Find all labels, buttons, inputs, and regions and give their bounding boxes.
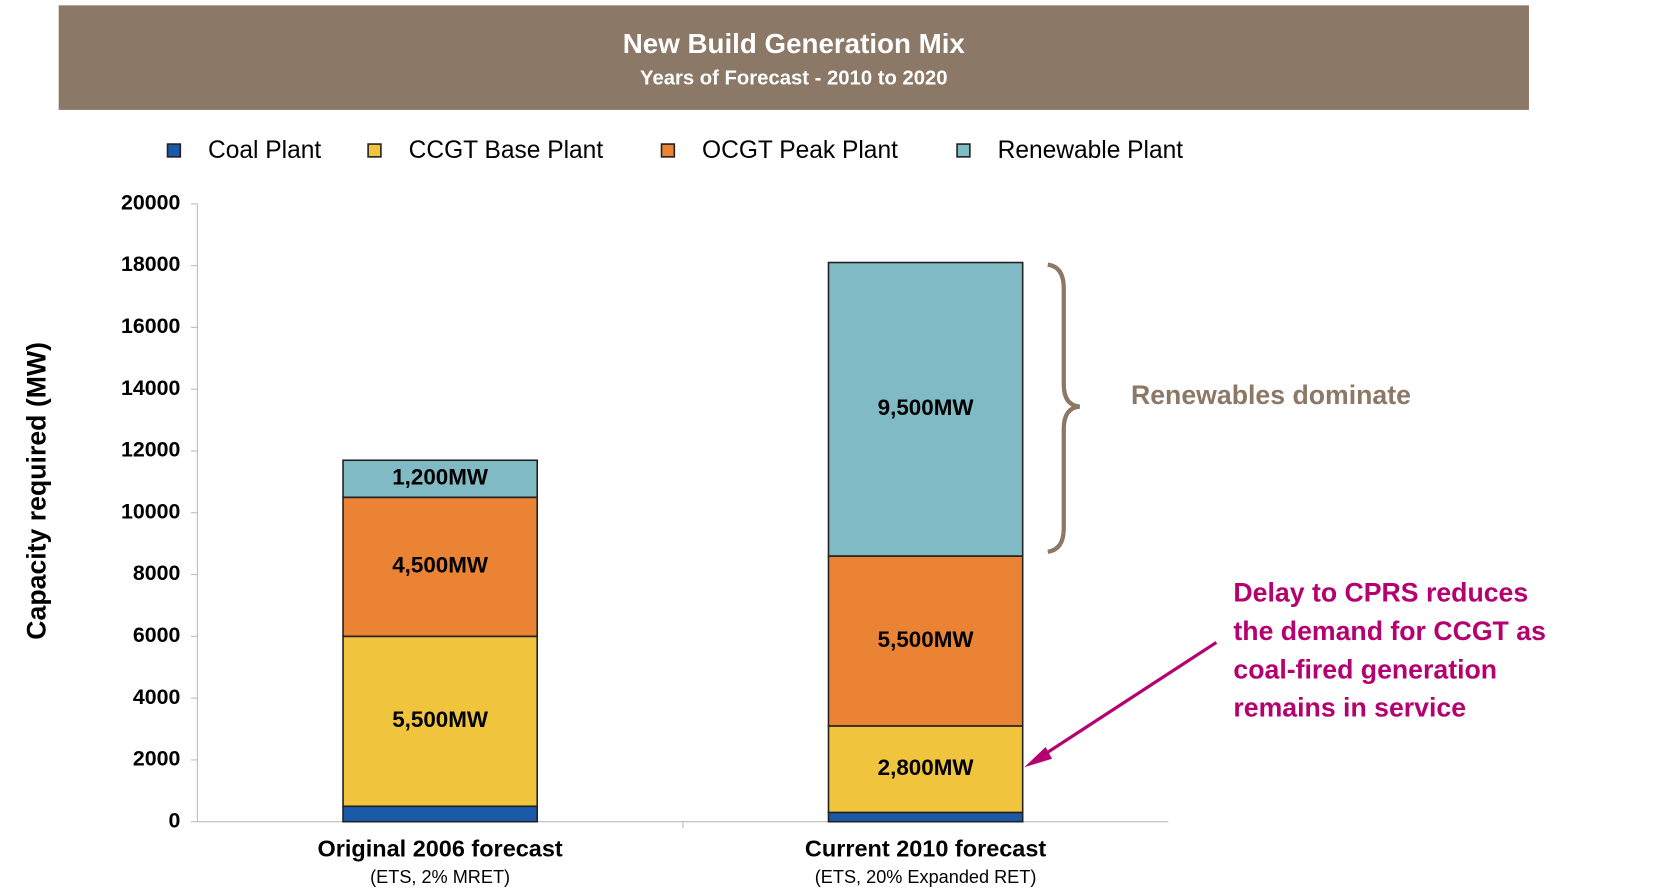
y-tick-label: 12000 bbox=[121, 438, 180, 462]
y-tick-label: 4000 bbox=[133, 685, 180, 709]
y-tick-label: 14000 bbox=[121, 376, 180, 400]
arrow-annotation: remains in service bbox=[1233, 693, 1466, 723]
bar-segment bbox=[342, 805, 539, 823]
legend-swatch bbox=[367, 143, 382, 158]
y-tick-label: 10000 bbox=[121, 499, 180, 523]
bar-segment bbox=[342, 459, 539, 499]
brace bbox=[1047, 262, 1081, 554]
bar-segment bbox=[827, 725, 1024, 814]
y-tick-label: 6000 bbox=[133, 623, 180, 647]
arrow-annotation: the demand for CCGT as bbox=[1233, 616, 1545, 646]
data-label: 5,500MW bbox=[878, 627, 975, 652]
legend-swatch bbox=[166, 143, 182, 158]
data-label: 5,500MW bbox=[392, 707, 489, 732]
legend-label: OCGT Peak Plant bbox=[702, 137, 898, 164]
chart-title: New Build Generation Mix bbox=[623, 28, 966, 59]
bar-segment bbox=[827, 811, 1024, 823]
legend-swatch bbox=[660, 143, 676, 158]
bar-segment bbox=[342, 635, 539, 808]
bar-segment bbox=[342, 496, 539, 638]
legend-label: Renewable Plant bbox=[998, 137, 1184, 164]
bar-segment bbox=[827, 555, 1024, 727]
x-tick-note: (ETS, 2% MRET) bbox=[370, 867, 510, 887]
brace-annotation: Renewables dominate bbox=[1131, 380, 1411, 410]
x-tick-label: Original 2006 forecast bbox=[318, 836, 563, 862]
bar-segment bbox=[827, 261, 1024, 557]
y-tick-label: 8000 bbox=[133, 561, 180, 585]
header-band bbox=[58, 5, 1529, 110]
x-tick-note: (ETS, 20% Expanded RET) bbox=[815, 867, 1037, 887]
arrow-annotation: Delay to CPRS reduces bbox=[1233, 577, 1528, 607]
y-tick-label: 18000 bbox=[121, 252, 180, 276]
data-label: 9,500MW bbox=[878, 395, 975, 420]
data-label: 4,500MW bbox=[392, 553, 489, 578]
y-tick-label: 20000 bbox=[121, 190, 180, 214]
legend-swatch bbox=[956, 143, 971, 158]
chart-subtitle: Years of Forecast - 2010 to 2020 bbox=[640, 67, 948, 89]
arrow-annotation: coal-fired generation bbox=[1233, 654, 1497, 684]
y-tick-label: 2000 bbox=[133, 747, 180, 771]
x-tick-label: Current 2010 forecast bbox=[805, 836, 1046, 862]
data-label: 1,200MW bbox=[392, 465, 489, 490]
y-axis-label: Capacity required (MW) bbox=[21, 342, 51, 640]
annotation-arrow bbox=[1031, 641, 1218, 764]
arrow-head bbox=[1024, 747, 1053, 768]
legend-label: CCGT Base Plant bbox=[409, 137, 604, 164]
data-label: 2,800MW bbox=[878, 755, 975, 780]
y-tick-label: 16000 bbox=[121, 314, 180, 338]
y-tick-label: 0 bbox=[168, 808, 180, 832]
legend-label: Coal Plant bbox=[208, 137, 321, 164]
